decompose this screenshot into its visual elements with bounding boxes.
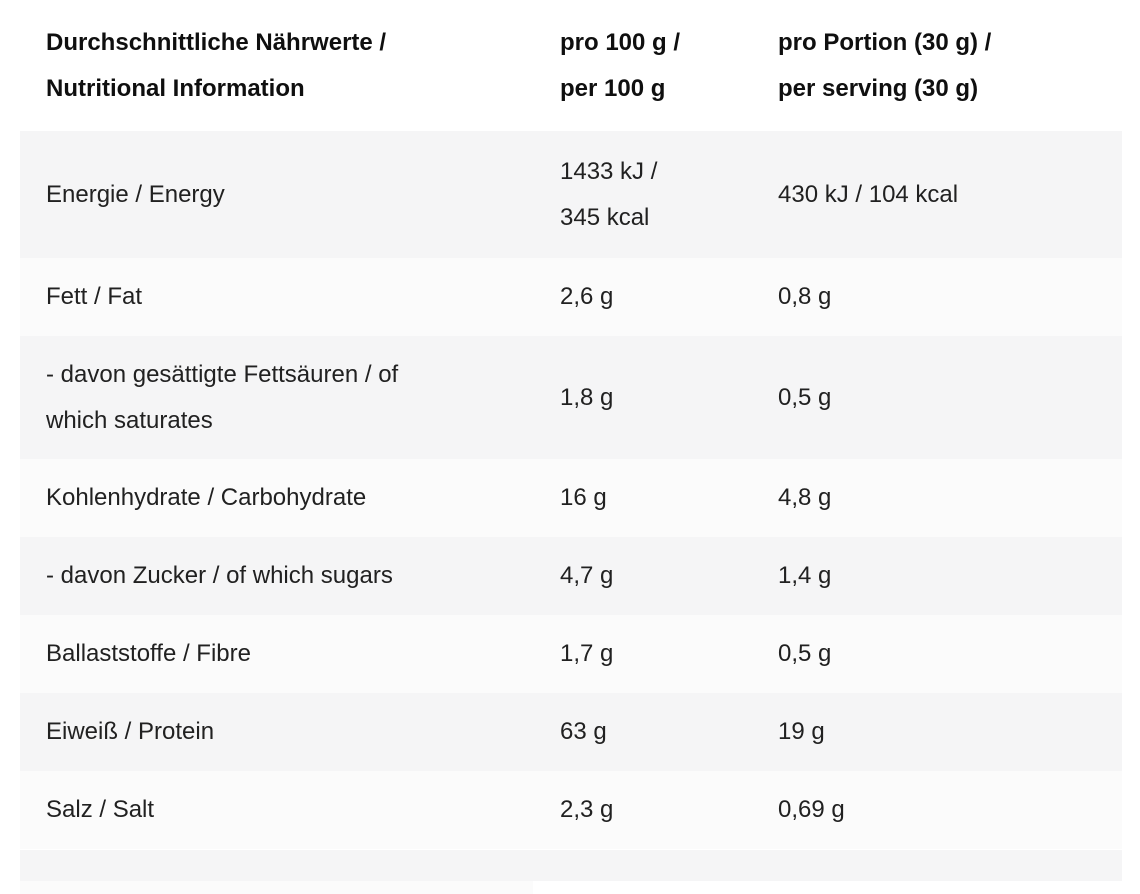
header-per-100g-column: pro 100 g / per 100 g	[560, 0, 778, 131]
row-label: Ballaststoffe / Fibre	[20, 615, 560, 693]
row-label: Salz / Salt	[20, 771, 560, 849]
table-row-partial-cutoff-2	[20, 881, 1122, 894]
row-label: Kohlenhydrate / Carbohydrate	[20, 459, 560, 537]
table-row-fibre: Ballaststoffe / Fibre 1,7 g 0,5 g	[20, 615, 1122, 693]
value-per-serving: 1,4 g	[778, 537, 1122, 615]
table-row-partial-cutoff	[20, 850, 1122, 881]
nutrition-table: Durchschnittliche Nährwerte / Nutritiona…	[20, 0, 1122, 849]
value-per-serving: 0,5 g	[778, 336, 1122, 459]
table-row-saturates: - davon gesättigte Fettsäuren / of which…	[20, 336, 1122, 459]
value-per-100g: 16 g	[560, 459, 778, 537]
partial-cell-right	[533, 881, 1122, 894]
table-row-protein: Eiweiß / Protein 63 g 19 g	[20, 693, 1122, 771]
value-per-serving: 19 g	[778, 693, 1122, 771]
value-per-serving: 4,8 g	[778, 459, 1122, 537]
value-per-100g: 4,7 g	[560, 537, 778, 615]
header-per-serving-column: pro Portion (30 g) / per serving (30 g)	[778, 0, 1122, 131]
value-per-100g: 2,3 g	[560, 771, 778, 849]
value-per-100g: 1,8 g	[560, 336, 778, 459]
table-row-energy: Energie / Energy 1433 kJ / 345 kcal 430 …	[20, 131, 1122, 258]
value-per-serving: 0,5 g	[778, 615, 1122, 693]
value-per-100g: 2,6 g	[560, 258, 778, 336]
row-label: Energie / Energy	[20, 131, 560, 258]
table-row-fat: Fett / Fat 2,6 g 0,8 g	[20, 258, 1122, 336]
table-row-sugars: - davon Zucker / of which sugars 4,7 g 1…	[20, 537, 1122, 615]
value-per-serving: 0,8 g	[778, 258, 1122, 336]
value-per-100g: 1433 kJ / 345 kcal	[560, 131, 778, 258]
header-nutrient-column: Durchschnittliche Nährwerte / Nutritiona…	[20, 0, 560, 131]
value-per-100g: 1,7 g	[560, 615, 778, 693]
row-label: - davon Zucker / of which sugars	[20, 537, 560, 615]
table-header-row: Durchschnittliche Nährwerte / Nutritiona…	[20, 0, 1122, 131]
value-per-serving: 0,69 g	[778, 771, 1122, 849]
row-label: Fett / Fat	[20, 258, 560, 336]
partial-cell-left	[20, 881, 533, 894]
table-row-carbohydrate: Kohlenhydrate / Carbohydrate 16 g 4,8 g	[20, 459, 1122, 537]
row-label: - davon gesättigte Fettsäuren / of which…	[20, 336, 560, 459]
value-per-100g: 63 g	[560, 693, 778, 771]
table-row-salt: Salz / Salt 2,3 g 0,69 g	[20, 771, 1122, 849]
row-label: Eiweiß / Protein	[20, 693, 560, 771]
value-per-serving: 430 kJ / 104 kcal	[778, 131, 1122, 258]
